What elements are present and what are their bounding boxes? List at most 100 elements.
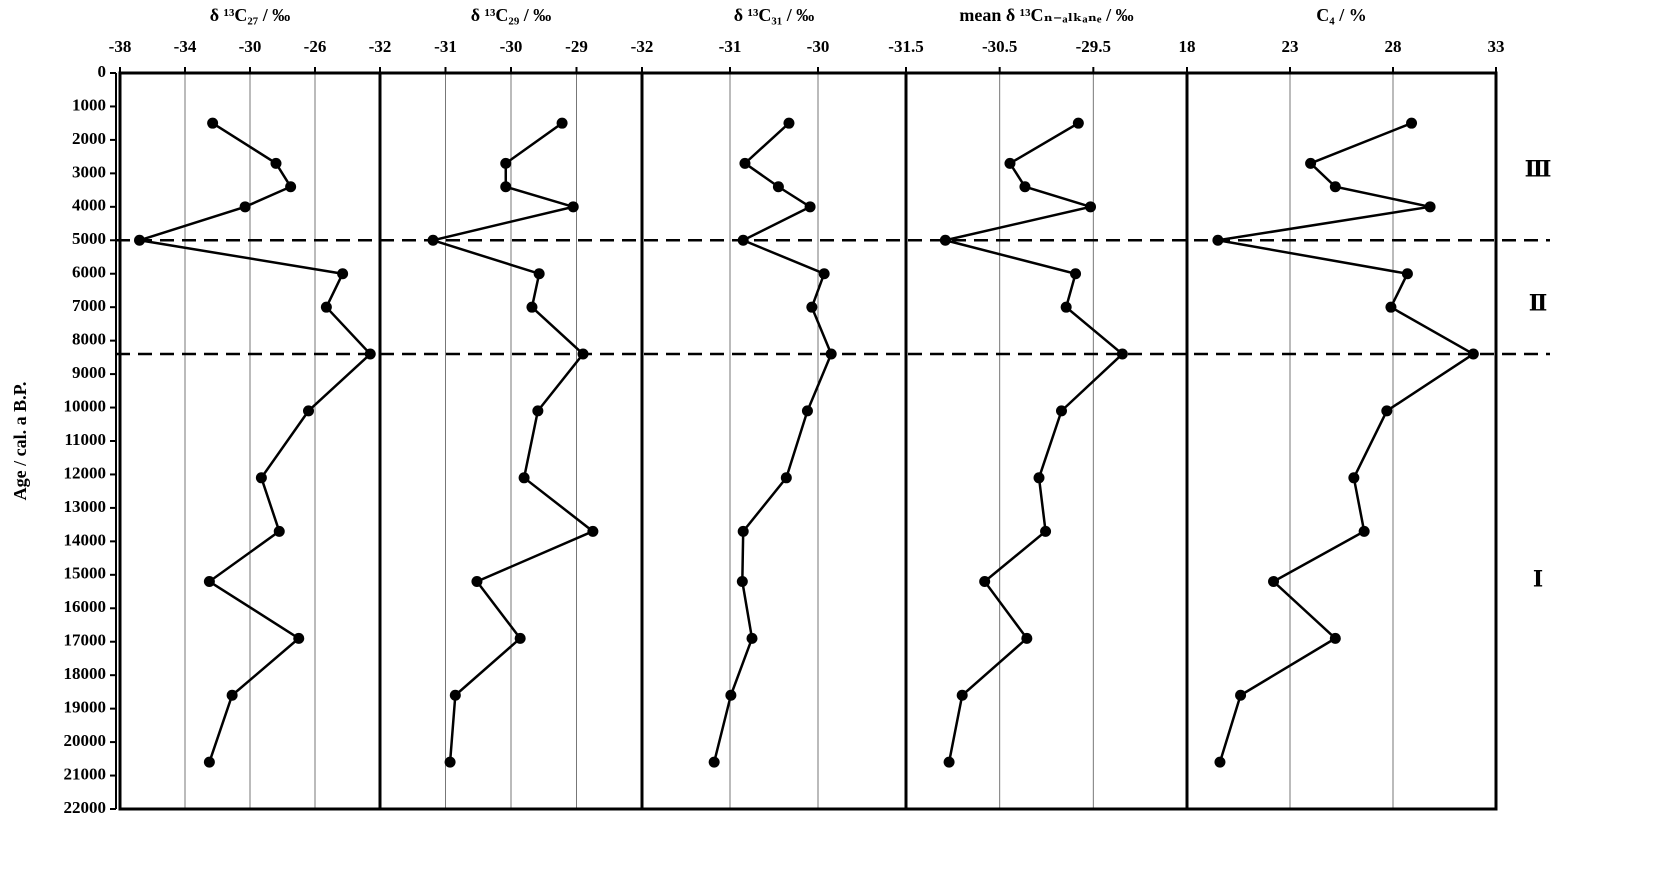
y-tick-label: 4000 (72, 196, 106, 215)
point (444, 756, 456, 768)
point (939, 234, 951, 246)
point (1070, 268, 1082, 280)
point (725, 689, 737, 701)
panel-title: mean δ ¹³Cₙ₋ₐₗₖₐₙₑ / ‰ (959, 5, 1133, 25)
point (587, 525, 599, 537)
x-tick-label: -34 (174, 37, 197, 56)
panel-title: δ ¹³C₂₇ / ‰ (210, 5, 290, 25)
series-line (945, 122, 1125, 763)
x-tick-label: -31 (719, 37, 742, 56)
point (1212, 234, 1224, 246)
panel-title: δ ¹³C₃₁ / ‰ (734, 5, 814, 25)
point (449, 689, 461, 701)
point (708, 756, 720, 768)
point (427, 234, 439, 246)
point (337, 268, 349, 280)
point (1033, 472, 1045, 484)
series-line (712, 122, 833, 763)
y-tick-label: 19000 (64, 698, 107, 717)
y-tick-label: 2000 (72, 129, 106, 148)
point (780, 472, 792, 484)
point (1085, 201, 1097, 213)
y-tick-label: 17000 (64, 631, 107, 650)
panel-title: C₄ / % (1316, 5, 1366, 25)
x-tick-label: 28 (1385, 37, 1402, 56)
point (285, 181, 297, 193)
x-tick-label: 33 (1488, 37, 1505, 56)
y-tick-label: 20000 (64, 731, 107, 750)
point (1019, 181, 1031, 193)
point (226, 689, 238, 701)
point (293, 632, 305, 644)
point (239, 201, 251, 213)
point (737, 525, 749, 537)
point (1116, 348, 1128, 360)
point (533, 268, 545, 280)
panel-frame (904, 71, 1189, 811)
x-tick-label: -30 (239, 37, 262, 56)
point (526, 301, 538, 313)
y-tick-label: 9000 (72, 363, 106, 382)
point (567, 201, 579, 213)
x-tick-label: -29.5 (1076, 37, 1111, 56)
y-tick-label: 21000 (64, 764, 107, 783)
point (737, 234, 749, 246)
point (825, 348, 837, 360)
point (1268, 576, 1280, 588)
point (471, 576, 483, 588)
point (203, 576, 215, 588)
x-tick-label: -32 (631, 37, 654, 56)
zone-label: Ⅱ (1529, 291, 1548, 316)
point (1348, 472, 1360, 484)
point (1406, 117, 1418, 129)
point (577, 348, 589, 360)
y-tick-label: 0 (98, 62, 107, 81)
y-axis-label: Age / cal. a B.P. (10, 382, 30, 501)
x-tick-label: -30 (500, 37, 523, 56)
point (500, 157, 512, 169)
point (255, 472, 267, 484)
point (1235, 689, 1247, 701)
point (303, 405, 314, 417)
point (518, 472, 530, 484)
x-tick-label: -31.5 (888, 37, 923, 56)
x-tick-label: -26 (304, 37, 327, 56)
y-tick-label: 1000 (72, 95, 106, 114)
point (532, 405, 544, 417)
point (772, 181, 784, 193)
y-tick-label: 3000 (72, 162, 106, 181)
x-tick-label: -30.5 (982, 37, 1017, 56)
series-line (1217, 122, 1476, 763)
point (514, 632, 526, 644)
y-tick-label: 13000 (64, 497, 107, 516)
point (207, 117, 219, 129)
point (134, 234, 145, 246)
y-tick-label: 10000 (64, 396, 107, 415)
point (1305, 157, 1317, 169)
y-tick-label: 12000 (64, 463, 107, 482)
y-tick-label: 15000 (64, 564, 107, 583)
point (1214, 756, 1226, 768)
point (203, 756, 215, 768)
point (1329, 632, 1341, 644)
zone-label: Ⅰ (1533, 567, 1543, 592)
y-tick-label: 22000 (64, 798, 107, 817)
x-tick-label: 23 (1282, 37, 1299, 56)
point (806, 301, 818, 313)
y-tick-label: 14000 (64, 530, 107, 549)
point (1424, 201, 1436, 213)
y-tick-label: 6000 (72, 263, 106, 282)
point (739, 157, 751, 169)
point (1072, 117, 1084, 129)
y-tick-label: 7000 (72, 296, 106, 315)
point (804, 201, 816, 213)
point (979, 576, 991, 588)
point (1021, 632, 1033, 644)
point (320, 301, 332, 313)
point (1055, 405, 1067, 417)
x-tick-label: -38 (109, 37, 132, 56)
point (818, 268, 830, 280)
point (801, 405, 813, 417)
point (364, 348, 376, 360)
